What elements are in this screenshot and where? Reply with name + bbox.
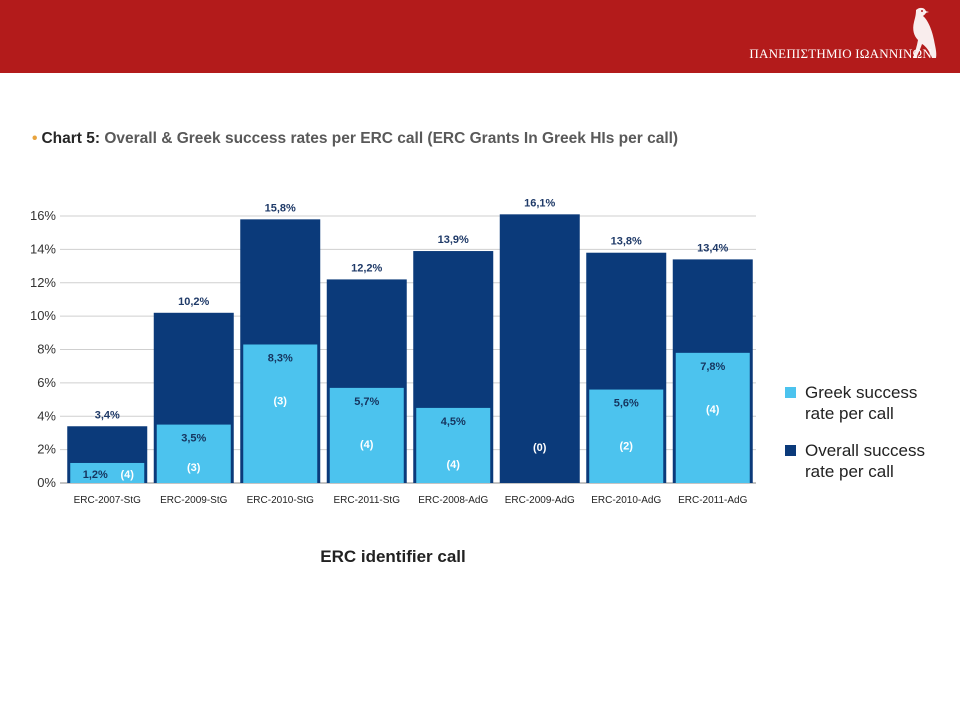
- greek-value-label: 7,8%: [700, 361, 725, 373]
- greek-count-label: (4): [360, 439, 374, 451]
- y-tick-label: 2%: [37, 442, 56, 457]
- overall-value-label: 13,9%: [438, 234, 469, 246]
- greek-count-label: (2): [620, 441, 634, 453]
- y-tick-label: 10%: [30, 308, 56, 323]
- greek-value-label: 1,2%: [83, 469, 108, 481]
- y-tick-label: 12%: [30, 275, 56, 290]
- legend-label-line: Overall success: [805, 441, 925, 460]
- greek-count-label: (3): [187, 462, 201, 474]
- greek-count-label: (0): [533, 442, 547, 454]
- y-tick-label: 6%: [37, 375, 56, 390]
- greek-bar: [675, 352, 750, 483]
- legend-label-line: Greek success: [805, 383, 917, 402]
- greek-bar: [416, 407, 491, 483]
- y-tick-label: 8%: [37, 342, 56, 357]
- chart-title-text: Overall & Greek success rates per ERC ca…: [104, 130, 679, 147]
- greek-bar: [70, 462, 145, 483]
- x-tick-label: ERC-2010-AdG: [591, 495, 661, 506]
- university-name: ΠΑΝΕΠΙΣΤΗΜΙΟ ΙΩΑΝΝΙΝΩΝ: [749, 46, 932, 61]
- x-tick-label: ERC-2009-StG: [160, 495, 227, 506]
- y-tick-label: 4%: [37, 408, 56, 423]
- greek-bar: [589, 389, 664, 483]
- label-layer: 0% 2% 4% 6% 8% 10% 12% 14% 16% 3,4% 1,2% (4) ERC-200…: [30, 197, 748, 566]
- x-tick-label: ERC-2011-StG: [333, 495, 400, 506]
- title-bullet: •: [32, 130, 38, 147]
- greek-count-label: (4): [121, 469, 135, 481]
- x-axis-title: ERC identifier call: [320, 547, 465, 566]
- legend-label-line: rate per call: [805, 462, 894, 481]
- greek-value-label: 3,5%: [181, 433, 206, 445]
- y-tick-label: 0%: [37, 475, 56, 490]
- overall-value-label: 16,1%: [524, 197, 555, 209]
- greek-bar: [156, 424, 231, 483]
- overall-value-label: 13,8%: [611, 236, 642, 248]
- greek-bar: [329, 387, 404, 483]
- y-tick-label: 14%: [30, 241, 56, 256]
- university-logo: [913, 7, 937, 58]
- x-tick-label: ERC-2008-AdG: [418, 495, 488, 506]
- x-tick-label: ERC-2009-AdG: [505, 495, 575, 506]
- greek-value-label: 5,7%: [354, 396, 379, 408]
- chart-title: • Chart 5: Overall & Greek success rates …: [32, 130, 678, 148]
- y-tick-label: 16%: [30, 208, 56, 223]
- greek-value-label: 4,5%: [441, 416, 466, 428]
- legend-swatch: [785, 445, 796, 456]
- greek-count-label: (3): [274, 395, 288, 407]
- greek-value-label: 5,6%: [614, 398, 639, 410]
- overall-value-label: 15,8%: [265, 202, 296, 214]
- overall-value-label: 10,2%: [178, 296, 209, 308]
- x-tick-label: ERC-2007-StG: [74, 495, 141, 506]
- x-tick-label: ERC-2010-StG: [247, 495, 314, 506]
- overall-value-label: 13,4%: [697, 242, 728, 254]
- x-tick-label: ERC-2011-AdG: [678, 495, 748, 506]
- overall-value-label: 12,2%: [351, 262, 382, 274]
- chart-title-prefix: Chart 5:: [41, 130, 101, 147]
- greek-value-label: 8,3%: [268, 352, 293, 364]
- greek-count-label: (4): [447, 459, 461, 471]
- legend-swatch: [785, 387, 796, 398]
- overall-value-label: 3,4%: [95, 409, 120, 421]
- header-band: [0, 0, 960, 73]
- bar-layer: [67, 214, 753, 484]
- overall-bar: [499, 214, 580, 484]
- legend-label-line: rate per call: [805, 404, 894, 423]
- greek-count-label: (4): [706, 404, 720, 416]
- legend: Greek success rate per call Overall succes…: [785, 383, 925, 481]
- greek-bar: [243, 344, 318, 483]
